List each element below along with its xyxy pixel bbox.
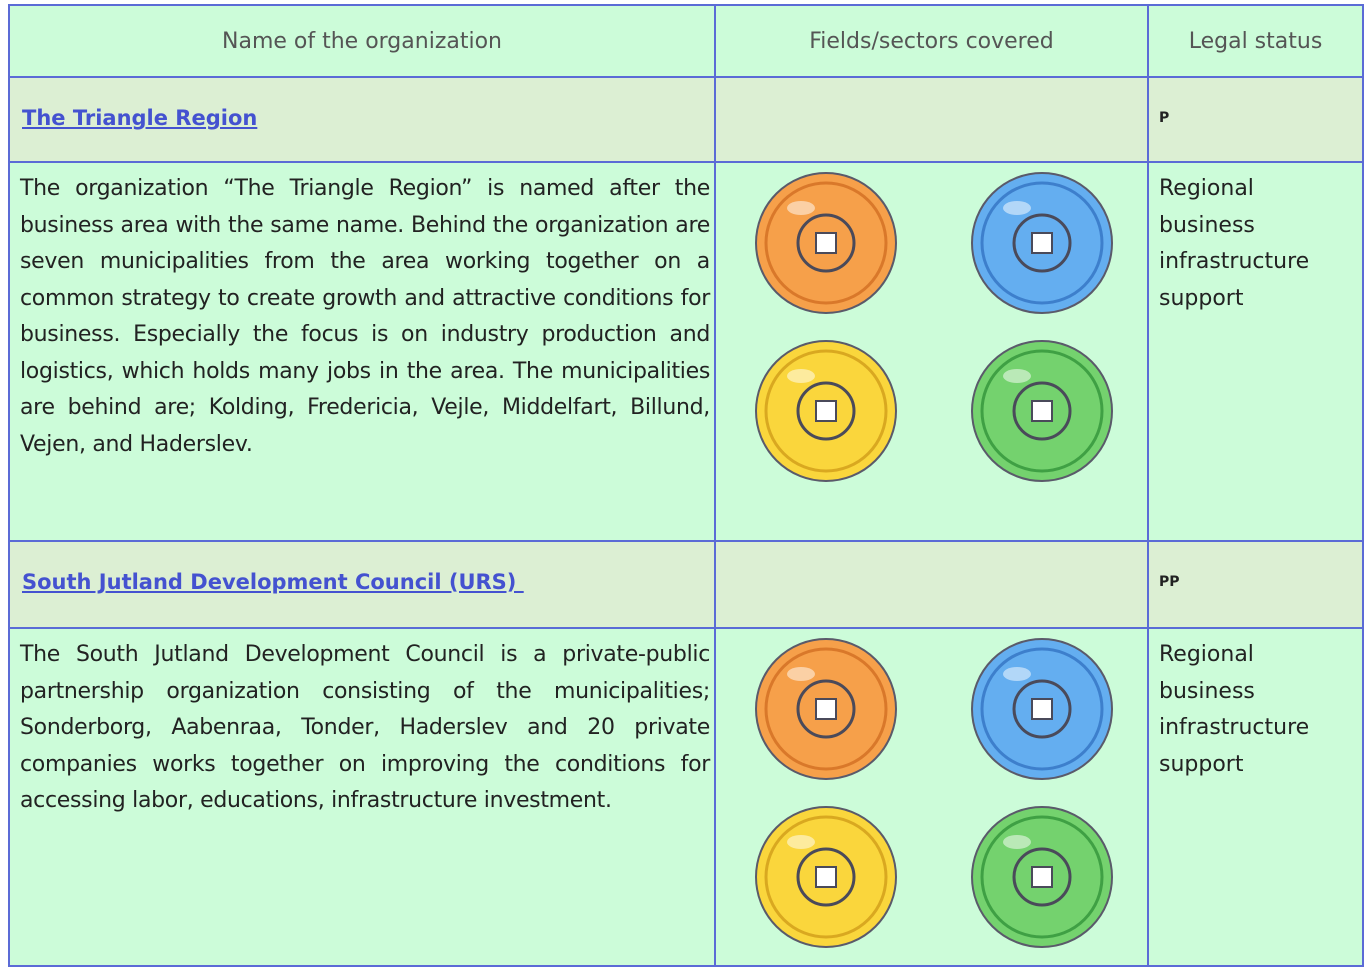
icon-part <box>815 232 837 254</box>
name-cell: South Jutland Development Council (URS) <box>8 540 716 629</box>
sector-icons <box>755 638 1113 948</box>
icon-part <box>1003 667 1031 681</box>
sector-icon <box>971 638 1113 780</box>
status-code: PP <box>1159 574 1180 590</box>
icon-part <box>1003 835 1031 849</box>
icon-part <box>764 349 888 473</box>
description: The South Jutland Development Council is… <box>20 642 710 813</box>
org-link[interactable]: South Jutland Development Council (URS) <box>22 570 524 594</box>
empty-cell <box>714 540 1149 629</box>
icon-part <box>796 679 856 739</box>
icons-cell <box>714 627 1149 967</box>
icon-part <box>1031 400 1053 422</box>
icon-part <box>1012 213 1072 273</box>
sector-icon <box>755 340 897 482</box>
header-cell: Legal status <box>1147 4 1364 78</box>
icon-part <box>1012 847 1072 907</box>
header-text: Legal status <box>1188 28 1323 54</box>
icons-cell <box>714 161 1149 542</box>
legal-status: Regional business infrastructure support <box>1159 176 1310 311</box>
icon-part <box>1012 679 1072 739</box>
icon-part <box>980 181 1104 305</box>
icon-part <box>815 866 837 888</box>
description: The organization “The Triangle Region” i… <box>20 176 710 457</box>
icon-part <box>796 213 856 273</box>
sector-icon <box>755 638 897 780</box>
legal-cell: Regional business infrastructure support <box>1147 627 1364 967</box>
icon-part <box>1012 381 1072 441</box>
status-cell: P <box>1147 76 1364 163</box>
name-cell: The Triangle Region <box>8 76 716 163</box>
header-cell: Name of the organization <box>8 4 716 78</box>
header-text: Name of the organization <box>222 28 502 54</box>
sector-icon <box>971 340 1113 482</box>
icon-part <box>787 667 815 681</box>
org-link[interactable]: The Triangle Region <box>22 106 258 130</box>
icon-part <box>787 201 815 215</box>
empty-cell <box>714 76 1149 163</box>
icon-part <box>1003 201 1031 215</box>
sector-icon <box>971 172 1113 314</box>
icon-part <box>815 698 837 720</box>
icon-part <box>1031 232 1053 254</box>
status-cell: PP <box>1147 540 1364 629</box>
sector-icon <box>971 806 1113 948</box>
description-cell: The South Jutland Development Council is… <box>8 627 716 967</box>
icon-part <box>764 181 888 305</box>
sector-icon <box>755 806 897 948</box>
icon-part <box>815 400 837 422</box>
legal-cell: Regional business infrastructure support <box>1147 161 1364 542</box>
header-text: Fields/sectors covered <box>809 28 1054 54</box>
sector-icons <box>755 172 1113 482</box>
legal-status: Regional business infrastructure support <box>1159 642 1310 777</box>
sector-icon <box>755 172 897 314</box>
icon-part <box>1031 698 1053 720</box>
description-cell: The organization “The Triangle Region” i… <box>8 161 716 542</box>
icon-part <box>764 815 888 939</box>
icon-part <box>980 647 1104 771</box>
icon-part <box>796 381 856 441</box>
icon-part <box>1031 866 1053 888</box>
icon-part <box>980 815 1104 939</box>
icon-part <box>1003 369 1031 383</box>
status-code: P <box>1159 110 1170 126</box>
icon-part <box>764 647 888 771</box>
icon-part <box>787 835 815 849</box>
icon-part <box>796 847 856 907</box>
header-cell: Fields/sectors covered <box>714 4 1149 78</box>
icon-part <box>787 369 815 383</box>
icon-part <box>980 349 1104 473</box>
